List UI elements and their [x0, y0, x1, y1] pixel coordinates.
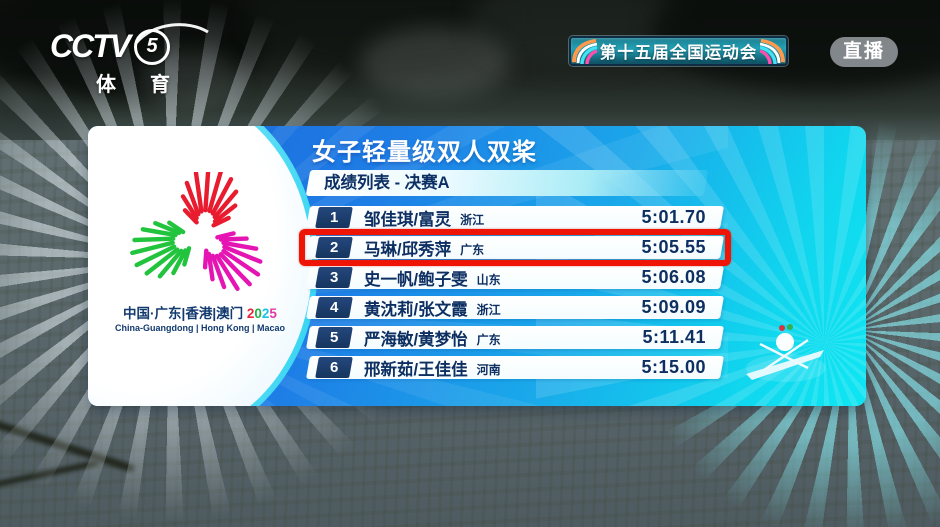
result-row: 1 邹佳琪/富灵 浙江 5:01.70: [305, 206, 725, 229]
result-time: 5:15.00: [641, 357, 706, 377]
athlete-names: 马琳/邱秀萍: [364, 240, 452, 259]
emblem-bubble: [88, 126, 312, 406]
rank-number: 5: [329, 329, 339, 346]
result-time: 5:11.41: [642, 327, 706, 347]
rank-number: 3: [329, 269, 339, 286]
live-badge: 直播: [830, 37, 899, 67]
province-label: 浙江: [460, 212, 485, 227]
rank-badge: 5: [315, 327, 353, 348]
ribbon-icon: [571, 38, 598, 65]
emblem-year: 2025: [246, 306, 277, 321]
result-row: 4 黄沈莉/张文霞 浙江 5:09.09: [305, 296, 725, 319]
ribbon-icon: [759, 38, 786, 65]
result-row: 6 邢新茹/王佳佳 河南 5:15.00: [305, 356, 725, 379]
games-emblem: 中国·广东|香港|澳门 2025 China-Guangdong | Hong …: [94, 172, 306, 333]
games-emblem-flower: [130, 172, 263, 292]
province-label: 广东: [460, 242, 485, 257]
rank-number: 6: [329, 359, 339, 376]
result-time: 5:05.55: [641, 237, 706, 257]
result-time: 5:09.09: [641, 297, 706, 317]
results-subtitle: 成绩列表 - 决赛A: [324, 174, 450, 192]
rank-number: 1: [329, 209, 339, 226]
results-list: 1 邹佳琪/富灵 浙江 5:01.70 2 马琳/邱秀萍 广东 5:05.55 …: [299, 206, 731, 386]
province-label: 浙江: [476, 302, 501, 317]
athlete-names: 史一帆/鲍子雯: [364, 270, 468, 289]
highlight-box: [299, 229, 731, 266]
rank-badge: 1: [315, 207, 353, 228]
channel-logo: CCTV 5 体育: [50, 23, 209, 97]
result-time: 5:01.70: [641, 207, 706, 227]
channel-name-label: 体育: [96, 74, 204, 96]
emblem-host-line: 中国·广东|香港|澳门 2025: [123, 306, 277, 321]
results-panel: 中国·广东|香港|澳门 2025 China-Guangdong | Hong …: [88, 126, 866, 406]
event-name-title: 女子轻量级双人双桨: [312, 139, 537, 166]
result-time: 5:06.08: [641, 267, 706, 287]
athlete-names: 邢新茹/王佳佳: [364, 360, 468, 379]
athlete-names: 严海敏/黄梦怡: [364, 330, 468, 349]
province-label: 山东: [476, 272, 501, 287]
rowing-boat-icon: [742, 316, 834, 393]
emblem-english-line: China-Guangdong | Hong Kong | Macao: [114, 323, 286, 333]
province-label: 河南: [476, 362, 501, 377]
province-label: 广东: [476, 332, 501, 347]
rank-number: 4: [329, 299, 339, 316]
event-badge-label: 第十五届全国运动会: [599, 44, 758, 62]
athlete-names: 邹佳琪/富灵: [364, 210, 452, 229]
result-row: 2 马琳/邱秀萍 广东 5:05.55: [299, 229, 731, 266]
result-row: 3 史一帆/鲍子雯 山东 5:06.08: [305, 266, 725, 289]
event-title-badge: 第十五届全国运动会: [568, 35, 789, 67]
results-subtitle-bar: 成绩列表 - 决赛A: [305, 170, 709, 196]
cctv-wordmark: CCTV: [50, 28, 131, 64]
rank-badge: 4: [315, 297, 353, 318]
rank-badge: 3: [315, 267, 353, 288]
athlete-names: 黄沈莉/张文霞: [364, 300, 468, 319]
rank-badge: 6: [315, 357, 353, 378]
channel-5-icon: 5: [134, 28, 171, 65]
result-row: 5 严海敏/黄梦怡 广东 5:11.41: [305, 326, 725, 349]
